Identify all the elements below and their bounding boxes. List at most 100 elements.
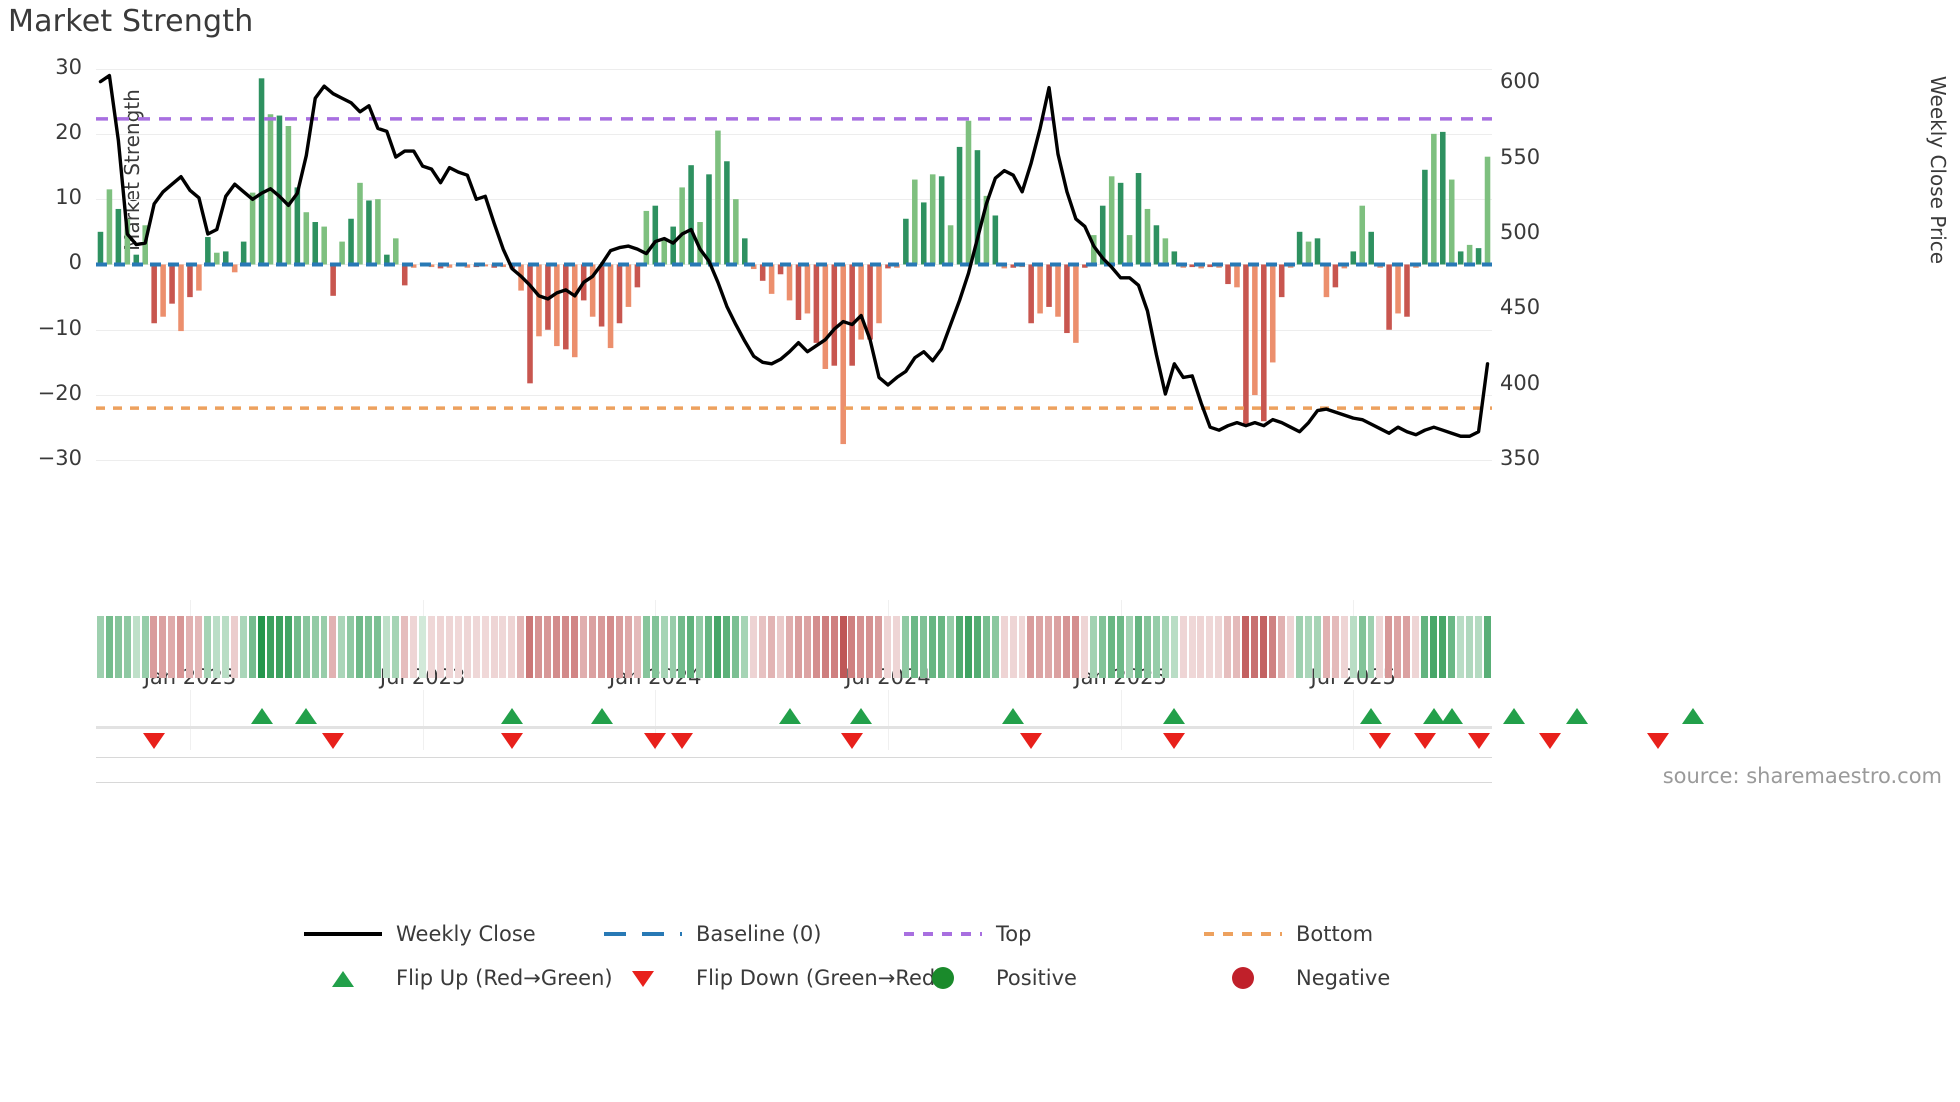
heatmap-cell — [633, 616, 641, 678]
heatmap-cell — [410, 616, 417, 678]
legend-label: Negative — [1296, 966, 1391, 990]
heatmap-cell — [150, 616, 158, 678]
strength-bar — [1359, 205, 1366, 265]
heatmap-cell — [1304, 616, 1312, 678]
flip-down-marker — [1413, 733, 1436, 749]
strength-bar — [661, 238, 668, 265]
strength-bar — [1064, 264, 1070, 334]
heatmap-cell — [481, 616, 489, 678]
legend-label: Flip Down (Green→Red) — [696, 966, 944, 990]
y-tick-right: 550 — [1500, 144, 1541, 169]
strength-bar — [1153, 225, 1160, 265]
strength-bar — [1332, 264, 1339, 288]
heatmap-cell — [356, 616, 364, 678]
heatmap-cell — [776, 616, 784, 678]
strength-bar — [258, 78, 265, 265]
heatmap-cell — [1108, 616, 1115, 678]
strength-bar — [106, 189, 113, 265]
weekly-close-line — [98, 73, 1490, 438]
strength-bar — [1091, 235, 1097, 265]
strength-bar — [375, 199, 381, 265]
strength-bar — [1234, 264, 1240, 288]
strength-bar — [920, 202, 927, 265]
strength-bar — [867, 264, 873, 340]
heatmap-cell — [1170, 616, 1178, 678]
strength-bar — [1386, 264, 1392, 330]
strength-bar — [1028, 264, 1034, 324]
heatmap-cell — [231, 616, 238, 678]
legend-item-bottom[interactable]: Bottom — [1200, 922, 1373, 946]
heatmap-cell — [553, 616, 561, 678]
heatmap-cell — [427, 616, 435, 678]
strength-bar — [795, 264, 802, 320]
heatmap-cell — [1313, 616, 1321, 678]
flip-down-marker — [143, 733, 166, 749]
line-swatch-icon — [300, 923, 386, 945]
heatmap-cell — [392, 616, 400, 678]
heatmap-cell — [991, 616, 999, 678]
strength-bar — [768, 264, 775, 294]
strength-bar — [1431, 133, 1437, 265]
strength-bar — [1135, 173, 1142, 265]
strength-bar — [1314, 238, 1321, 265]
flip-up-marker — [1360, 708, 1383, 724]
strength-bar — [312, 222, 319, 265]
gridline — [96, 68, 1492, 70]
heatmap-cell — [508, 616, 516, 678]
flip-axis-rule — [96, 726, 1492, 729]
strength-bar — [1440, 131, 1446, 265]
legend-item-top[interactable]: Top — [900, 922, 1031, 946]
heatmap-cell — [347, 616, 355, 678]
flip-marker-row — [0, 690, 1960, 770]
legend-item-negative[interactable]: Negative — [1200, 966, 1390, 990]
legend-item-positive[interactable]: Positive — [900, 966, 1077, 990]
gridline — [96, 329, 1492, 331]
flip-down-marker — [644, 733, 667, 749]
legend-item-baseline[interactable]: Baseline (0) — [600, 922, 821, 946]
legend-item-flip-up[interactable]: Flip Up (Red→Green) — [300, 966, 613, 990]
strength-bar — [1404, 264, 1410, 317]
strength-bar — [759, 264, 766, 281]
flip-up-marker — [778, 708, 801, 724]
heatmap-cell — [383, 616, 391, 678]
flip-down-marker — [501, 733, 524, 749]
heatmap-cell — [1295, 616, 1303, 678]
strength-bar — [133, 254, 140, 265]
strength-bar — [384, 254, 390, 265]
heatmap-cell — [732, 616, 740, 678]
heatmap-cell — [1331, 616, 1339, 678]
heatmap-cell — [606, 616, 614, 678]
heatmap-cell — [239, 616, 247, 678]
heatmap-cell — [1179, 616, 1187, 678]
y-tick-right: 500 — [1500, 220, 1541, 245]
heatmap-cell — [1081, 616, 1089, 678]
strength-bar — [876, 264, 882, 324]
heatmap-cell — [705, 616, 713, 678]
heatmap-cell — [320, 616, 328, 678]
source-caption: source: sharemaestro.com — [1662, 764, 1942, 788]
legend-item-weekly-close[interactable]: Weekly Close — [300, 922, 536, 946]
heatmap-cell — [821, 616, 829, 678]
heatmap-cell — [266, 616, 274, 678]
strength-bar — [366, 200, 372, 265]
strength-bar — [428, 264, 435, 268]
heatmap-cell — [803, 616, 811, 678]
strength-bar — [947, 225, 954, 265]
legend-item-flip-down[interactable]: Flip Down (Green→Red) — [600, 966, 943, 990]
heatmap-cell — [812, 616, 820, 678]
flip-down-marker — [1020, 733, 1043, 749]
strength-bar — [527, 264, 533, 384]
heatmap-cell — [96, 616, 104, 678]
heatmap-cell — [114, 616, 122, 678]
flip-down-marker — [1539, 733, 1562, 749]
heatmap-cell — [472, 616, 480, 678]
heatmap-cell — [723, 616, 731, 678]
heatmap-cell — [257, 616, 265, 678]
heatmap-cell — [1161, 616, 1169, 678]
heatmap-cell — [1233, 616, 1241, 678]
flip-up-marker — [250, 708, 273, 724]
heatmap-cell — [562, 616, 570, 678]
strength-bar — [885, 264, 891, 269]
heatmap-cell — [1188, 616, 1196, 678]
heatmap-cell — [785, 616, 793, 678]
